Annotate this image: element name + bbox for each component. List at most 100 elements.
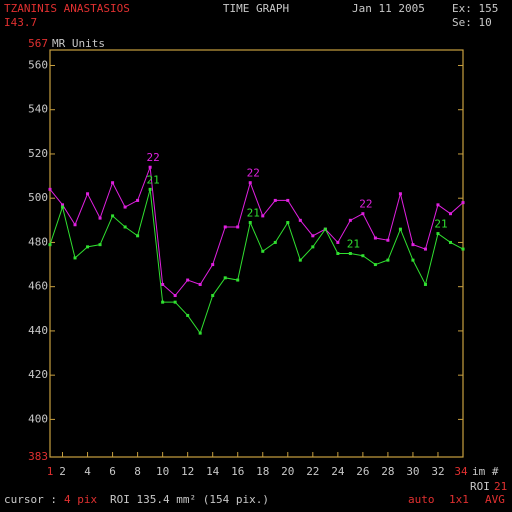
data-point [323, 227, 327, 231]
data-point [348, 218, 352, 222]
data-point [361, 212, 365, 216]
series-line [49, 189, 464, 335]
mode: auto [408, 493, 435, 506]
data-point [273, 198, 277, 202]
data-point [223, 276, 227, 280]
data-point [98, 243, 102, 247]
x-tick-label: 16 [231, 465, 244, 478]
x-tick-label: 32 [431, 465, 444, 478]
data-point [261, 249, 265, 253]
data-point [236, 225, 240, 229]
data-point [448, 240, 452, 244]
series-label: 21 [247, 207, 260, 220]
data-point [348, 252, 352, 255]
data-point [461, 201, 465, 205]
series-label: 22 [359, 198, 372, 211]
data-point [86, 192, 90, 196]
x-limit-label: 34 [454, 465, 468, 478]
series-line [49, 167, 464, 297]
data-point [86, 245, 90, 249]
x-tick-label: 10 [156, 465, 169, 478]
patient-id: I43.7 [4, 16, 37, 29]
data-point [398, 192, 402, 196]
x-tick-label: 28 [381, 465, 394, 478]
x-tick-label: 24 [331, 465, 345, 478]
roi-number: 21 [494, 480, 507, 493]
data-point [161, 300, 165, 304]
data-point [73, 223, 77, 227]
data-point [386, 258, 390, 262]
y-tick-label: 480 [28, 235, 48, 248]
x-tick-label: 30 [406, 465, 419, 478]
data-point [223, 225, 227, 229]
y-tick-label: 420 [28, 368, 48, 381]
data-point [148, 187, 152, 191]
data-point [398, 227, 402, 231]
data-point [423, 247, 427, 251]
data-point [236, 278, 240, 282]
exam: Ex: 155 [452, 2, 498, 15]
x-tick-label: 14 [206, 465, 220, 478]
data-point [48, 243, 52, 247]
data-point [286, 221, 290, 225]
data-point [211, 294, 215, 298]
data-point [136, 198, 140, 202]
series-label: 22 [247, 167, 260, 180]
x-tick-label: 4 [84, 465, 91, 478]
data-point [173, 300, 177, 304]
data-point [61, 203, 65, 207]
x-tick-label: 18 [256, 465, 269, 478]
data-point [373, 236, 377, 240]
series-label: 21 [347, 238, 360, 251]
data-point [336, 252, 340, 255]
series-label: 22 [146, 151, 159, 164]
data-point [248, 221, 252, 225]
y-tick-label: 560 [28, 58, 48, 71]
data-point [111, 214, 115, 218]
x-tick-label: 6 [109, 465, 116, 478]
data-point [123, 205, 127, 209]
y-limit-label: 567 [28, 37, 48, 50]
data-point [48, 187, 52, 191]
y-tick-label: 540 [28, 103, 48, 116]
data-point [298, 218, 302, 222]
data-point [448, 212, 452, 216]
data-point [198, 282, 202, 286]
data-point [186, 278, 190, 282]
data-point [311, 245, 315, 249]
data-point [286, 198, 290, 202]
data-point [436, 232, 440, 236]
y-tick-label: 520 [28, 147, 48, 160]
cursor-label: cursor : [4, 493, 57, 506]
data-point [211, 263, 215, 267]
y-tick-label: 500 [28, 191, 48, 204]
series-number: Se: 10 [452, 16, 492, 29]
avg: AVG [485, 493, 505, 506]
data-point [198, 331, 202, 335]
y-limit-label: 383 [28, 450, 48, 463]
y-tick-label: 440 [28, 324, 48, 337]
series-label: 21 [146, 173, 159, 186]
roi-label: ROI [470, 480, 490, 493]
data-point [173, 294, 177, 298]
data-point [111, 181, 115, 185]
data-point [186, 313, 190, 317]
series-label: 21 [434, 218, 447, 231]
cursor-value: 4 pix [64, 493, 97, 506]
data-point [298, 258, 302, 262]
data-point [386, 238, 390, 242]
zoom: 1x1 [449, 493, 469, 506]
data-point [98, 216, 102, 220]
data-point [161, 282, 165, 286]
y-axis-label: MR Units [52, 37, 105, 50]
data-point [123, 225, 127, 229]
x-limit-label: 1 [47, 465, 54, 478]
data-point [423, 282, 427, 286]
data-point [411, 243, 415, 247]
y-tick-label: 400 [28, 412, 48, 425]
data-point [436, 203, 440, 207]
data-point [411, 258, 415, 262]
x-tick-label: 20 [281, 465, 294, 478]
x-tick-label: 22 [306, 465, 319, 478]
